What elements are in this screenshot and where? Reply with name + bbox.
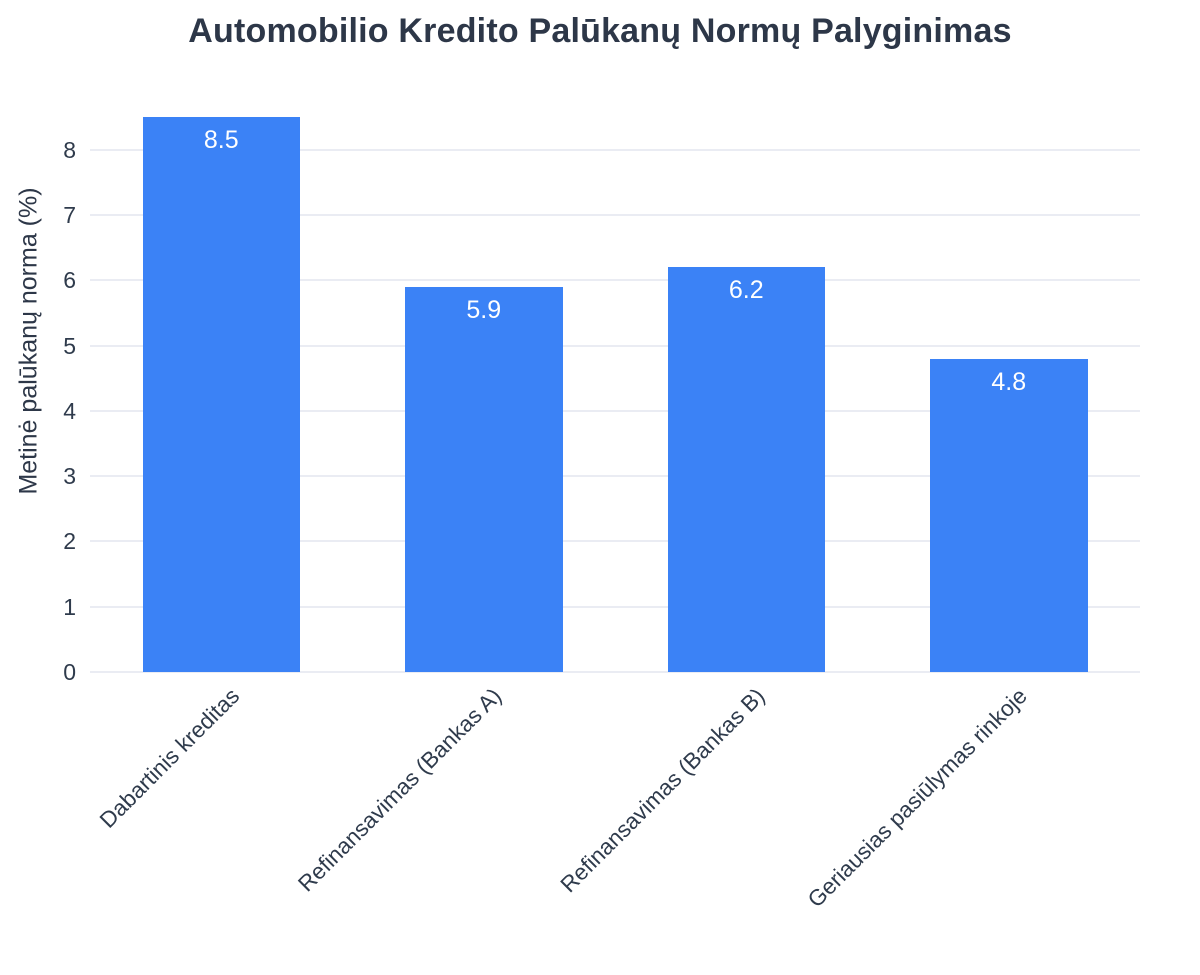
gridline	[90, 540, 1140, 543]
gridline	[90, 279, 1140, 282]
bar-value-label: 8.5	[203, 126, 239, 155]
y-tick-label: 4	[63, 397, 76, 424]
x-tick-label: Dabartinis kreditas	[94, 683, 245, 833]
y-tick-label: 5	[63, 332, 76, 359]
y-tick-label: 0	[63, 659, 76, 685]
gridline	[90, 671, 1140, 673]
y-tick-label: 2	[63, 528, 76, 555]
y-tick-label: 3	[63, 463, 76, 490]
y-tick-label: 8	[63, 136, 76, 163]
x-tick-label: Refinansavimas (Bankas A)	[293, 683, 507, 897]
bar: 4.8	[930, 358, 1088, 672]
gridline	[90, 605, 1140, 608]
gridline	[90, 409, 1140, 412]
bar-value-label: 4.8	[991, 367, 1027, 396]
gridline	[90, 214, 1140, 217]
y-tick-label: 7	[63, 202, 76, 229]
x-tick-label: Refinansavimas (Bankas B)	[555, 683, 770, 898]
gridline	[90, 475, 1140, 478]
gridline	[90, 344, 1140, 347]
y-tick-label: 6	[63, 267, 76, 294]
bar-value-label: 6.2	[728, 276, 764, 305]
y-tick-label: 1	[63, 593, 76, 620]
bar-value-label: 5.9	[466, 296, 502, 325]
plot-area: 8.5 5.9 6.2 4.8	[90, 88, 1140, 673]
chart-title: Automobilio Kredito Palūkanų Normų Palyg…	[188, 12, 1012, 50]
bar: 8.5	[142, 117, 300, 672]
gridline	[90, 148, 1140, 151]
bar: 6.2	[667, 267, 825, 672]
bar: 5.9	[405, 287, 563, 672]
x-tick-label: Geriausias pasiūlymas rinkoje	[802, 683, 1032, 913]
